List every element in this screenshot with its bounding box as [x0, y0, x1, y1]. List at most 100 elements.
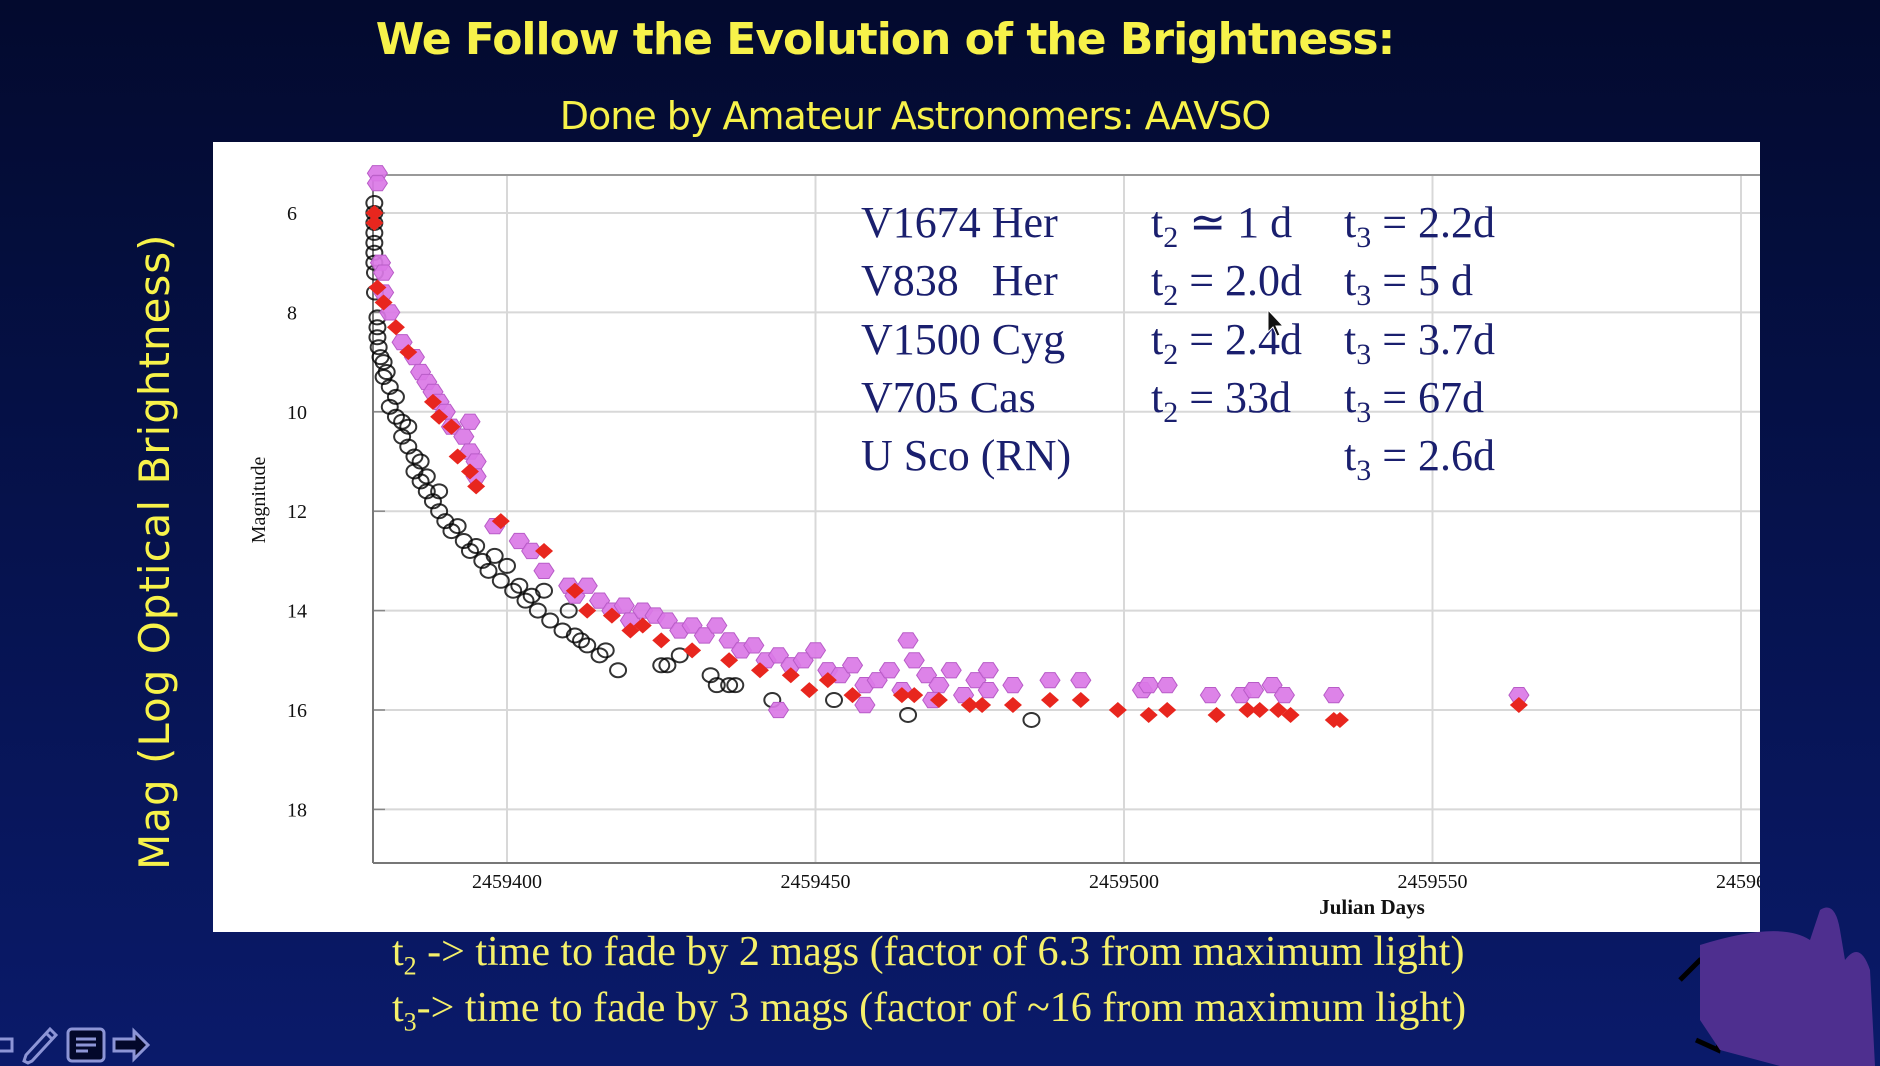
data-point-hexagon [841, 657, 864, 674]
data-point-diamond [386, 319, 405, 336]
chart-panel: 6 8 10 12 14 16 18 2459400 2459450 2459500 2459550… [213, 142, 1760, 932]
data-point-circle [411, 453, 430, 470]
star-name: V1674 Her [861, 198, 1058, 247]
x-tick-label: 2459450 [781, 871, 851, 893]
data-point-hexagon [706, 617, 728, 634]
data-point-diamond [960, 697, 979, 714]
data-point-circle [565, 627, 584, 644]
data-point-circle [498, 557, 516, 574]
data-point-circle [430, 483, 449, 500]
data-point-hexagon [1002, 677, 1024, 694]
data-point-diamond [1158, 702, 1177, 718]
t3-value: t3 = 5 d [1344, 256, 1473, 312]
data-point-diamond [602, 607, 621, 624]
data-point-hexagon [1039, 672, 1061, 689]
data-point-diamond [374, 294, 393, 311]
data-point-circle [1022, 711, 1041, 728]
data-point-diamond [973, 697, 992, 714]
data-point-circle [559, 602, 578, 619]
data-point-diamond [1207, 706, 1226, 723]
x-axis-label: Julian Days [1319, 895, 1425, 919]
x-tick-label: 24596 [1716, 871, 1760, 893]
arrow-left-icon [0, 1037, 14, 1053]
x-tick-label: 2459400 [472, 871, 542, 893]
data-point-diamond [491, 513, 510, 530]
data-point-hexagon [1138, 677, 1160, 694]
data-point-circle [365, 234, 384, 251]
t3-value: t3 = 2.2d [1344, 198, 1495, 254]
previous-slide-button[interactable] [0, 1025, 14, 1065]
footer-t3-definition: t3-> time to fade by 3 mags (factor of ~… [392, 985, 1467, 1037]
footer-t2-subscript: 2 [403, 951, 417, 981]
data-point-circle [460, 542, 479, 559]
t2-value: t2 = 2.4d [1151, 315, 1302, 371]
data-point-circle [369, 339, 388, 356]
data-point-diamond [423, 393, 442, 410]
data-point-diamond [368, 279, 387, 296]
data-point-diamond [1250, 702, 1269, 718]
data-point-circle [467, 537, 486, 554]
annotation-row: V1500 Cyg t2 = 2.4d t3 = 3.7d [861, 315, 1495, 371]
data-point-hexagon [977, 662, 999, 679]
data-point-hexagon [533, 562, 555, 579]
data-point-circle [442, 523, 461, 540]
data-point-circle [386, 388, 405, 405]
data-point-circle [368, 319, 387, 336]
star-name: V1500 Cyg [861, 315, 1065, 364]
data-point-diamond [750, 662, 769, 679]
annotation-row: V838 Her t2 = 2.0d t3 = 5 d [861, 256, 1473, 312]
data-point-circle [707, 677, 726, 694]
data-point-diamond [1281, 706, 1300, 723]
data-point-circle [510, 577, 529, 594]
annotation-row: U Sco (RN) t3 = 2.6d [861, 431, 1495, 487]
menu-icon [66, 1027, 106, 1063]
t2-value: t2 = 2.0d [1151, 256, 1302, 312]
data-point-hexagon [940, 662, 962, 679]
data-point-diamond [905, 687, 924, 704]
data-point-hexagon [804, 642, 827, 659]
data-point-diamond [892, 687, 911, 704]
data-point-hexagon [743, 637, 765, 654]
data-point-diamond [720, 652, 739, 669]
data-point-diamond [1238, 702, 1257, 718]
data-point-diamond [1108, 702, 1127, 718]
y-tick-label: 12 [287, 501, 307, 523]
data-point-hexagon [1070, 672, 1092, 689]
black-open-circles-series [365, 195, 1041, 728]
data-point-circle [485, 547, 504, 564]
data-point-hexagon [767, 701, 790, 719]
grid-lines [373, 175, 1760, 863]
data-point-circle [825, 692, 844, 709]
t2-value: t2 ≃ 1 d [1151, 198, 1292, 254]
data-point-diamond [430, 408, 449, 425]
annotation-table: V1674 Her t2 ≃ 1 d t3 = 2.2d V838 Her t2 = 2… [861, 198, 1495, 487]
t3-value: t3 = 67d [1344, 373, 1484, 429]
next-slide-button[interactable] [112, 1025, 152, 1065]
slide-title: We Follow the Evolution of the Brightnes… [375, 14, 1395, 65]
data-point-hexagon [878, 662, 901, 679]
annotation-row: V705 Cas t2 = 33d t3 = 67d [861, 373, 1484, 429]
footer-t2-definition: t2 -> time to fade by 2 mags (factor of … [392, 929, 1465, 981]
data-point-circle [399, 418, 418, 435]
footer-t2-text: -> time to fade by 2 mags (factor of 6.3… [416, 929, 1465, 975]
data-point-diamond [621, 622, 640, 639]
data-point-circle [448, 518, 467, 535]
footer-t3-text: -> time to fade by 3 mags (factor of ~16… [416, 985, 1467, 1031]
data-point-hexagon [459, 413, 481, 430]
data-point-diamond [1330, 711, 1349, 728]
slide-menu-button[interactable] [66, 1025, 106, 1065]
arrow-right-icon [112, 1027, 151, 1063]
data-point-diamond [843, 687, 862, 704]
data-point-circle [720, 677, 739, 694]
data-point-circle [386, 408, 405, 425]
data-point-circle [726, 677, 745, 694]
data-point-hexagon [928, 677, 950, 694]
data-point-diamond [1003, 697, 1022, 714]
t3-value: t3 = 3.7d [1344, 315, 1495, 371]
data-point-circle [541, 612, 560, 629]
data-point-hexagon [897, 632, 919, 649]
annotation-row: V1674 Her t2 ≃ 1 d t3 = 2.2d [861, 198, 1495, 254]
data-point-diamond [578, 602, 597, 619]
y-tick-label: 18 [287, 799, 307, 821]
pen-tool-button[interactable] [20, 1025, 60, 1065]
